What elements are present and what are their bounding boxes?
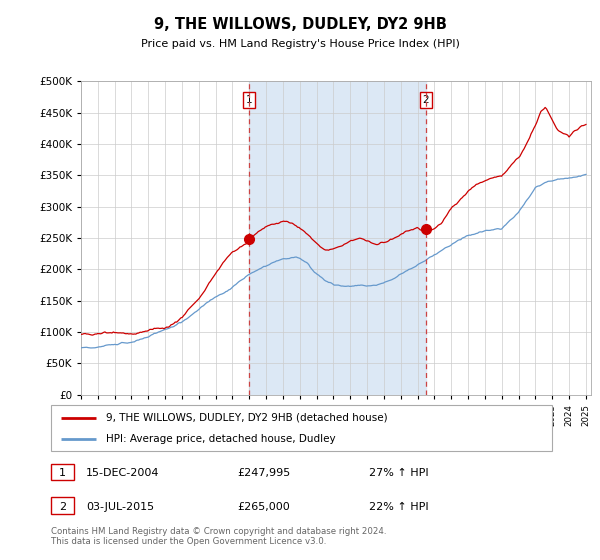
Text: 2: 2 — [423, 95, 430, 105]
Text: 15-DEC-2004: 15-DEC-2004 — [86, 468, 160, 478]
Text: 1: 1 — [245, 95, 252, 105]
Text: Contains HM Land Registry data © Crown copyright and database right 2024.
This d: Contains HM Land Registry data © Crown c… — [51, 526, 386, 546]
FancyBboxPatch shape — [51, 405, 552, 451]
Text: 1: 1 — [59, 468, 66, 478]
Text: £247,995: £247,995 — [237, 468, 290, 478]
Text: Price paid vs. HM Land Registry's House Price Index (HPI): Price paid vs. HM Land Registry's House … — [140, 39, 460, 49]
Text: 2: 2 — [59, 502, 66, 512]
Text: £265,000: £265,000 — [237, 502, 290, 512]
Text: 22% ↑ HPI: 22% ↑ HPI — [369, 502, 428, 512]
Text: 27% ↑ HPI: 27% ↑ HPI — [369, 468, 428, 478]
Text: HPI: Average price, detached house, Dudley: HPI: Average price, detached house, Dudl… — [106, 435, 336, 444]
Text: 9, THE WILLOWS, DUDLEY, DY2 9HB (detached house): 9, THE WILLOWS, DUDLEY, DY2 9HB (detache… — [106, 413, 388, 423]
Text: 03-JUL-2015: 03-JUL-2015 — [86, 502, 154, 512]
Text: 9, THE WILLOWS, DUDLEY, DY2 9HB: 9, THE WILLOWS, DUDLEY, DY2 9HB — [154, 17, 446, 32]
Bar — [248, 81, 426, 395]
